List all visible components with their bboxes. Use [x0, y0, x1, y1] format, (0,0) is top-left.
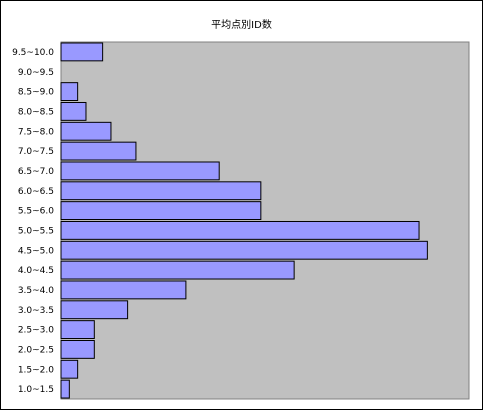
bar-1.5~2.0 [60, 359, 79, 379]
bar-9.5~10.0 [60, 42, 104, 62]
y-tick-label: 7.5~8.0 [18, 127, 54, 137]
y-tick-label: 3.0~3.5 [18, 306, 54, 316]
y-tick-label: 9.0~9.5 [18, 68, 54, 78]
bars-group [60, 42, 428, 399]
bar-5.5~6.0 [60, 201, 262, 221]
y-tick-label: 6.5~7.0 [18, 167, 54, 177]
y-tick-label: 8.5~9.0 [18, 88, 54, 98]
bar-4.5~5.0 [60, 240, 428, 260]
bar-7.5~8.0 [60, 121, 112, 141]
y-tick-label: 1.0~1.5 [18, 385, 54, 395]
bar-8.0~8.5 [60, 101, 87, 121]
chart-title: 平均点別ID数 [211, 20, 272, 31]
plot-area [60, 41, 470, 400]
bar-4.0~4.5 [60, 260, 295, 280]
y-tick-label: 1.5~2.0 [18, 365, 54, 375]
bar-5.0~5.5 [60, 220, 420, 240]
bar-3.5~4.0 [60, 280, 187, 300]
bar-6.0~6.5 [60, 181, 262, 201]
bar-2.5~3.0 [60, 320, 95, 340]
y-tick-label: 2.5~3.0 [18, 326, 54, 336]
bar-7.0~7.5 [60, 141, 137, 161]
y-tick-label: 5.0~5.5 [18, 226, 54, 236]
bar-2.0~2.5 [60, 339, 95, 359]
y-tick-label: 6.0~6.5 [18, 187, 54, 197]
y-tick-label: 9.5~10.0 [12, 48, 54, 58]
y-tick-label: 8.0~8.5 [18, 107, 54, 117]
bar-8.5~9.0 [60, 82, 79, 102]
tick-labels-group: 1.0~1.5 1.5~2.0 2.0~2.5 2.5~3.0 3.0~3.5 3.5~4… [12, 48, 54, 395]
bar-1.0~1.5 [60, 379, 70, 399]
y-tick-label: 4.0~4.5 [18, 266, 54, 276]
y-tick-label: 3.5~4.0 [18, 286, 54, 296]
y-tick-label: 2.0~2.5 [18, 345, 54, 355]
y-tick-label: 4.5~5.0 [18, 246, 54, 256]
y-tick-label: 7.0~7.5 [18, 147, 54, 157]
bar-3.0~3.5 [60, 300, 129, 320]
y-tick-label: 5.5~6.0 [18, 207, 54, 217]
bar-6.5~7.0 [60, 161, 220, 181]
